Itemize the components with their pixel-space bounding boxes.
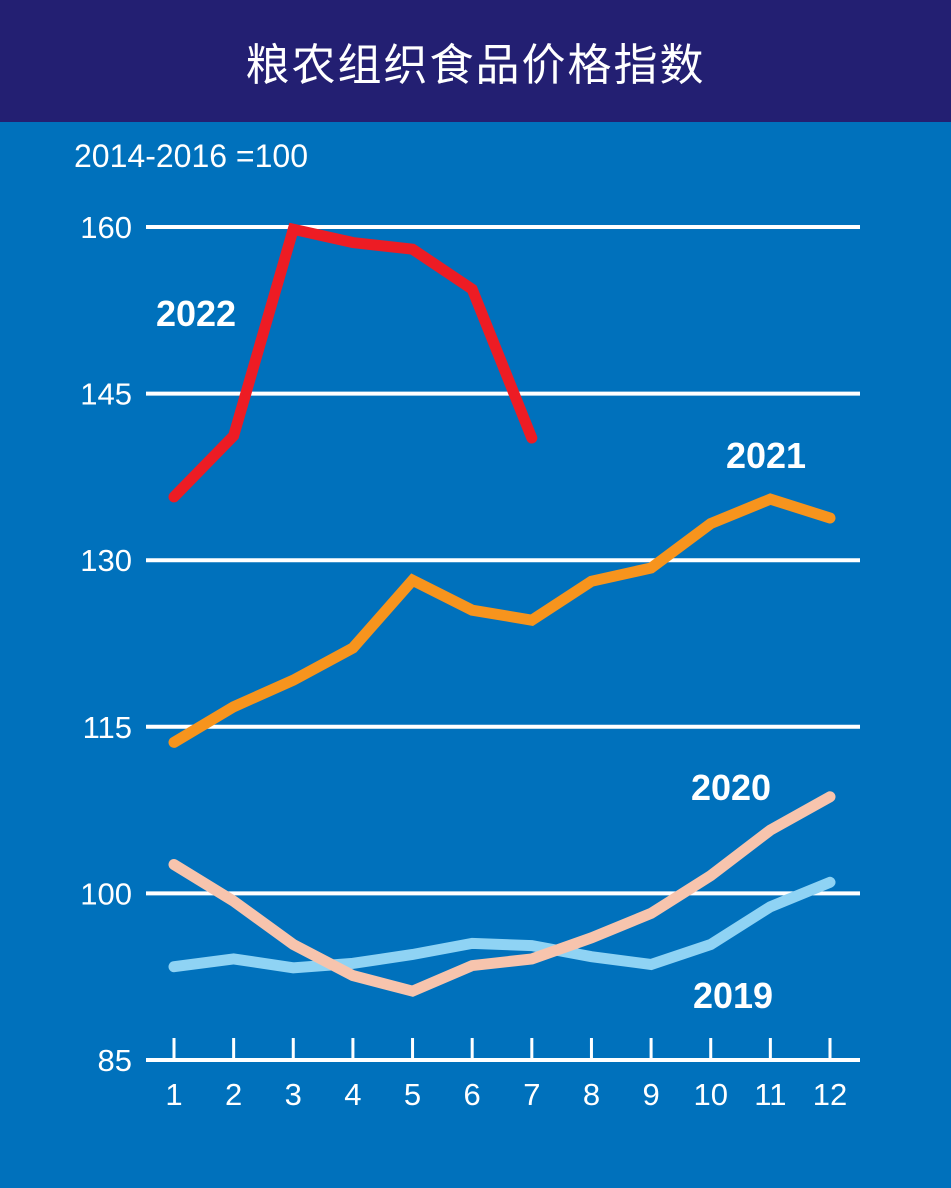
y-tick-label-130: 130 <box>80 543 132 578</box>
series-lines <box>168 222 836 997</box>
x-tick-label-2: 2 <box>225 1077 242 1112</box>
x-tick-label-3: 3 <box>285 1077 302 1112</box>
x-tick-label-8: 8 <box>583 1077 600 1112</box>
series-line-2020 <box>168 791 836 997</box>
x-tick-label-5: 5 <box>404 1077 421 1112</box>
x-tick-label-4: 4 <box>344 1077 361 1112</box>
y-tick-label-115: 115 <box>83 710 132 745</box>
y-tick-label-100: 100 <box>80 876 132 911</box>
series-line-2022 <box>168 222 538 503</box>
series-label-2021: 2021 <box>726 435 806 476</box>
y-tick-label-160: 160 <box>80 210 132 245</box>
series-line-2021 <box>168 493 836 748</box>
x-tick-label-6: 6 <box>464 1077 481 1112</box>
x-tick-label-9: 9 <box>642 1077 659 1112</box>
chart-title: 粮农组织食品价格指数 <box>245 40 706 91</box>
y-axis-ticks: 85 100 115 130 145 160 <box>80 210 132 1078</box>
x-tick-label-1: 1 <box>165 1077 182 1112</box>
chart-subtitle: 2014-2016 =100 <box>74 138 308 174</box>
x-tick-label-7: 7 <box>523 1077 540 1112</box>
series-labels: 2019 2020 2021 2022 <box>156 293 806 1016</box>
series-label-2019: 2019 <box>693 975 773 1016</box>
gridlines <box>146 225 860 1062</box>
series-line-2019 <box>168 876 836 974</box>
chart-header: 粮农组织食品价格指数 <box>0 0 951 122</box>
series-label-2022: 2022 <box>156 293 236 334</box>
x-tick-label-12: 12 <box>813 1077 847 1112</box>
x-tick-label-10: 10 <box>693 1077 727 1112</box>
y-tick-label-145: 145 <box>80 377 132 412</box>
series-label-2020: 2020 <box>691 767 771 808</box>
y-tick-label-85: 85 <box>98 1043 132 1078</box>
x-tick-label-11: 11 <box>754 1077 786 1112</box>
x-axis: 1 2 3 4 5 6 7 8 9 10 11 12 <box>165 1038 847 1112</box>
